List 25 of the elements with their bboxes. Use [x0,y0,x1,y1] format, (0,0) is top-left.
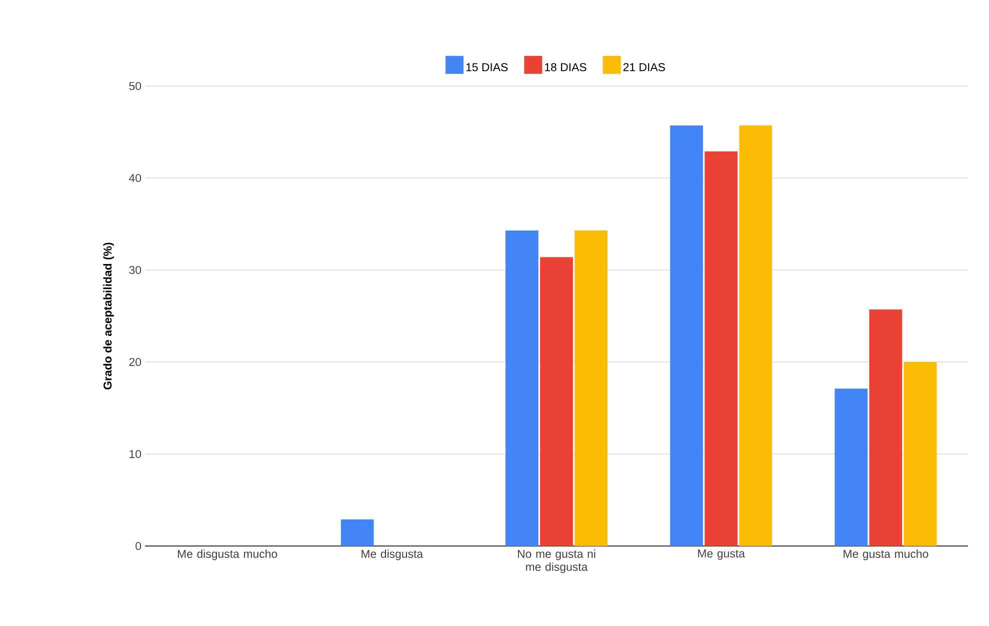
bar [340,519,374,546]
bar [904,362,937,546]
y-tick-label: 10 [130,450,142,458]
y-axis-title: Grado de aceptabilidad (%) [103,242,114,390]
x-tick-label: Me disgusta mucho [178,550,278,560]
bar [739,126,772,546]
x-tick-label: No me gusta ni me disgusta [518,550,596,574]
legend-label: 18 DIAS [545,63,586,72]
bar [834,388,868,546]
bar [574,230,608,546]
y-tick-label: 30 [129,266,142,274]
y-tick-label: 0 [136,542,142,550]
bar [540,257,573,546]
y-tick-label: 40 [129,174,142,182]
y-tick-label: 20 [129,358,142,366]
bar [869,310,902,546]
bar [704,151,738,546]
x-tick-label: Me gusta [698,550,745,560]
bar [670,126,703,546]
legend-label: 15 DIAS [466,63,508,72]
x-tick-label: Me disgusta [362,550,424,560]
x-tick-label: Me gusta mucho [844,550,928,560]
legend-label: 21 DIAS [623,63,665,72]
y-tick-label: 50 [129,82,142,90]
bar [505,230,538,546]
